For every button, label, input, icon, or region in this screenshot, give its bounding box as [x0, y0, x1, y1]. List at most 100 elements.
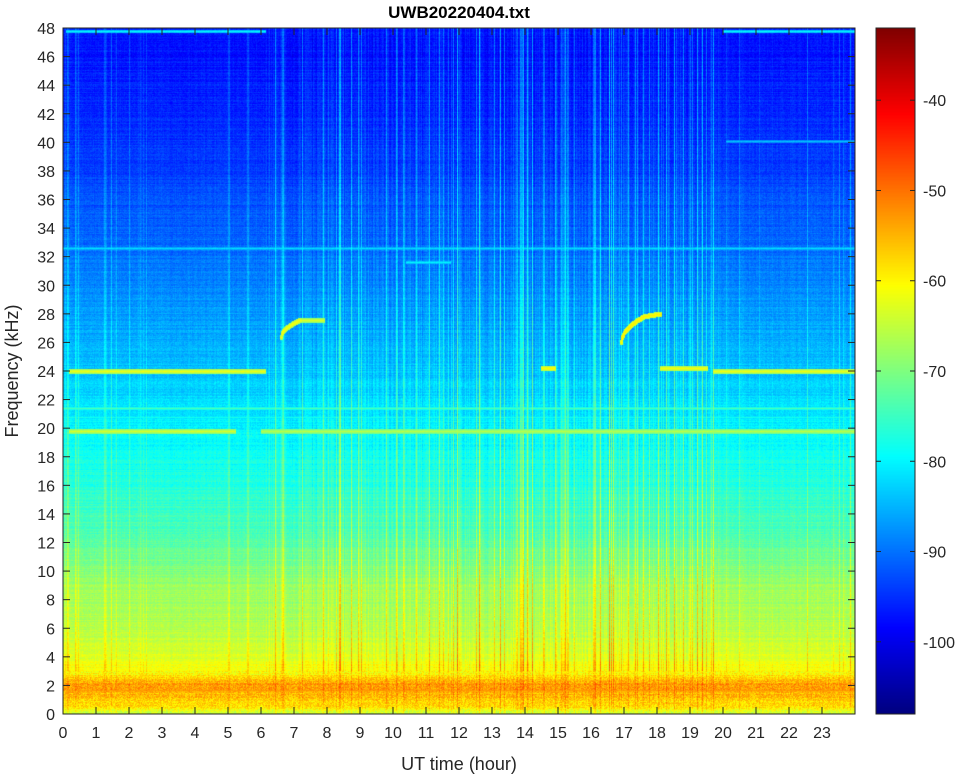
colorbar-tick-label: -80 — [923, 454, 946, 471]
x-tick: 20 — [714, 28, 732, 742]
colorbar — [876, 28, 915, 714]
x-tick: 9 — [356, 28, 365, 742]
x-tick-label: 2 — [125, 725, 134, 742]
y-tick: 44 — [37, 78, 855, 95]
y-tick: 34 — [37, 221, 855, 238]
x-tick-label: 1 — [92, 725, 101, 742]
x-tick: 12 — [450, 28, 468, 742]
y-tick-label: 0 — [46, 707, 55, 724]
y-tick: 40 — [37, 135, 855, 152]
y-tick-label: 8 — [46, 593, 55, 610]
colorbar-tick-label: -50 — [923, 183, 946, 200]
x-tick-label: 12 — [450, 725, 468, 742]
x-tick-label: 3 — [158, 725, 167, 742]
x-tick: 2 — [125, 28, 134, 742]
x-tick-label: 7 — [290, 725, 299, 742]
y-tick-label: 10 — [37, 564, 55, 581]
x-tick-label: 13 — [483, 725, 501, 742]
x-tick-label: 10 — [384, 725, 402, 742]
x-tick: 7 — [290, 28, 299, 742]
y-tick-label: 24 — [37, 364, 55, 381]
x-axis-label: UT time (hour) — [401, 754, 517, 774]
y-axis-ticks: 0246810121416182022242628303234363840424… — [37, 21, 855, 724]
y-tick: 46 — [37, 50, 855, 67]
y-tick: 10 — [37, 564, 855, 581]
spectrogram-image — [63, 28, 855, 714]
y-tick: 36 — [37, 193, 855, 210]
y-tick: 38 — [37, 164, 855, 181]
x-tick-label: 19 — [681, 725, 699, 742]
x-tick-label: 4 — [191, 725, 200, 742]
y-tick-label: 46 — [37, 50, 55, 67]
y-tick: 48 — [37, 21, 855, 38]
x-tick-label: 17 — [615, 725, 633, 742]
spectrogram-canvas — [63, 28, 855, 714]
y-tick-label: 34 — [37, 221, 55, 238]
x-tick-label: 5 — [224, 725, 233, 742]
y-tick: 26 — [37, 335, 855, 352]
colorbar-gradient — [876, 28, 915, 714]
x-tick: 13 — [483, 28, 501, 742]
y-tick: 42 — [37, 107, 855, 124]
colorbar-ticks: -100 -90 -80 -70 -60 -50 -40 — [876, 93, 955, 652]
y-tick: 24 — [37, 364, 855, 381]
x-tick: 4 — [191, 28, 200, 742]
y-tick-label: 42 — [37, 107, 55, 124]
y-tick-label: 26 — [37, 335, 55, 352]
x-tick-label: 23 — [813, 725, 831, 742]
x-tick: 17 — [615, 28, 633, 742]
x-tick-label: 15 — [549, 725, 567, 742]
y-tick-label: 30 — [37, 278, 55, 295]
y-tick: 8 — [46, 593, 855, 610]
y-tick-label: 40 — [37, 135, 55, 152]
x-tick: 14 — [516, 28, 534, 742]
y-tick: 6 — [46, 621, 855, 638]
x-tick: 18 — [648, 28, 666, 742]
colorbar-tick: -100 — [876, 635, 955, 652]
x-tick: 23 — [813, 28, 831, 742]
chart-title: UWB20220404.txt — [388, 3, 530, 22]
y-tick-label: 14 — [37, 507, 55, 524]
y-tick-label: 20 — [37, 421, 55, 438]
x-tick: 15 — [549, 28, 567, 742]
colorbar-canvas — [876, 28, 915, 714]
y-tick: 32 — [37, 250, 855, 267]
y-tick: 12 — [37, 536, 855, 553]
y-tick: 16 — [37, 478, 855, 495]
x-tick: 11 — [418, 28, 434, 742]
y-tick-label: 38 — [37, 164, 55, 181]
y-tick: 18 — [37, 450, 855, 467]
colorbar-tick-label: -100 — [923, 635, 955, 652]
x-tick: 10 — [384, 28, 402, 742]
x-tick-label: 18 — [648, 725, 666, 742]
y-tick-label: 6 — [46, 621, 55, 638]
y-tick-label: 12 — [37, 536, 55, 553]
spectrogram-plot — [63, 28, 855, 714]
y-tick: 0 — [46, 707, 855, 724]
colorbar-tick-label: -40 — [923, 93, 946, 110]
x-tick: 1 — [92, 28, 101, 742]
colorbar-tick-label: -70 — [923, 364, 946, 381]
x-tick: 3 — [158, 28, 167, 742]
colorbar-tick: -90 — [876, 545, 946, 562]
x-tick-label: 0 — [59, 725, 68, 742]
y-tick: 4 — [46, 650, 855, 667]
y-tick: 20 — [37, 421, 855, 438]
x-tick: 22 — [780, 28, 798, 742]
x-tick-label: 20 — [714, 725, 732, 742]
x-tick: 5 — [224, 28, 233, 742]
y-tick-label: 2 — [46, 678, 55, 695]
y-tick-label: 4 — [46, 650, 55, 667]
x-tick: 21 — [747, 28, 765, 742]
colorbar-tick-label: -60 — [923, 274, 946, 291]
y-tick-label: 32 — [37, 250, 55, 267]
colorbar-tick-label: -90 — [923, 545, 946, 562]
colorbar-tick: -60 — [876, 274, 946, 291]
y-tick-label: 22 — [37, 393, 55, 410]
x-tick-label: 22 — [780, 725, 798, 742]
x-tick: 0 — [59, 28, 68, 742]
colorbar-tick: -80 — [876, 454, 946, 471]
y-tick-label: 44 — [37, 78, 55, 95]
x-tick: 19 — [681, 28, 699, 742]
y-tick-label: 48 — [37, 21, 55, 38]
